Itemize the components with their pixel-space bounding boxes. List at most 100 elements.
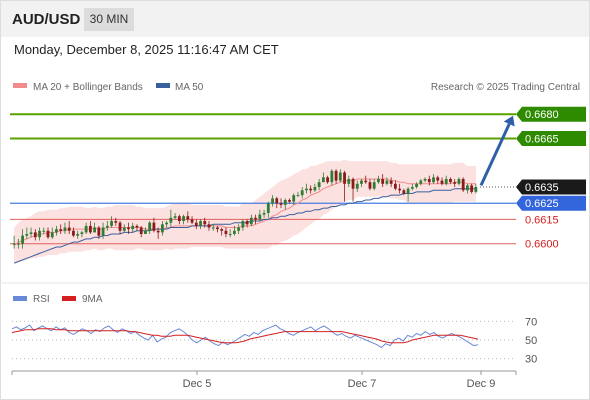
- candle-body: [262, 212, 266, 215]
- candle-body: [385, 180, 389, 184]
- rsi-tick-label-50: 50: [525, 335, 537, 347]
- candle-body: [389, 180, 393, 184]
- candle-body: [275, 198, 279, 204]
- candle-body: [449, 178, 452, 183]
- candle-body: [233, 230, 236, 234]
- projection-arrowhead: [503, 115, 515, 127]
- candle-body: [177, 216, 181, 222]
- candle-body: [266, 203, 270, 213]
- level-tag-0.6625: [516, 195, 586, 211]
- rsi-ma-legend-label: 9MA: [82, 294, 103, 305]
- candle-body: [372, 182, 376, 189]
- candle-body: [241, 221, 245, 228]
- candle-body: [59, 229, 63, 231]
- candle-body: [203, 221, 207, 225]
- interval-badge[interactable]: 30 MIN: [84, 8, 134, 31]
- candle-body: [84, 225, 88, 233]
- candle-body: [29, 232, 33, 234]
- ma50-line: [13, 188, 476, 264]
- candle-body: [101, 227, 105, 236]
- candle-body: [72, 230, 75, 236]
- candle-body: [25, 234, 29, 236]
- candle-body: [135, 225, 139, 228]
- rsi-panel: 70 50 30: [11, 316, 537, 366]
- candle-body: [127, 227, 130, 230]
- candle-body: [110, 221, 113, 226]
- candle-body: [288, 200, 291, 202]
- level-label-0.6635: 0.6635: [525, 182, 559, 194]
- candle-body: [279, 203, 283, 205]
- candle-body: [97, 227, 101, 236]
- instrument-title: AUD/USD: [12, 11, 81, 28]
- ma20-legend-label: MA 20 + Bollinger Bands: [33, 82, 143, 93]
- candle-body: [271, 198, 274, 204]
- candle-body: [63, 227, 67, 231]
- candle-body: [461, 178, 465, 191]
- level-tag-0.6680: [516, 106, 586, 122]
- candle-body: [347, 178, 351, 184]
- header-bar: AUD/USD 30 MIN: [1, 1, 589, 37]
- candle-body: [457, 178, 461, 184]
- candle-body: [474, 187, 478, 192]
- x-tick-label: Dec 7: [348, 378, 377, 390]
- candle-body: [55, 229, 58, 233]
- candle-body: [300, 190, 304, 196]
- x-tick-label: Dec 9: [467, 378, 496, 390]
- candle-body: [173, 216, 177, 218]
- candle-body: [410, 187, 414, 189]
- candle-body: [440, 180, 444, 184]
- x-tick-label: Dec 5: [183, 378, 212, 390]
- candle-body: [402, 190, 406, 194]
- candle-body: [88, 225, 92, 233]
- candle-body: [169, 217, 173, 223]
- candle-body: [148, 222, 152, 231]
- candle-body: [220, 229, 224, 231]
- ma50-legend-label: MA 50: [175, 82, 204, 93]
- candle-body: [393, 183, 397, 189]
- candle-body: [309, 188, 313, 191]
- candle-body: [76, 234, 80, 236]
- candle-body: [377, 178, 380, 183]
- candle-body: [156, 230, 160, 233]
- candle-body: [211, 227, 215, 229]
- candle-body: [436, 177, 440, 181]
- candle-body: [292, 195, 296, 202]
- ma20-legend-swatch: [13, 83, 27, 88]
- candle-body: [228, 234, 232, 235]
- candle-body: [364, 180, 368, 183]
- candle-body: [165, 222, 169, 225]
- candle-body: [190, 219, 194, 223]
- candle-body: [216, 227, 219, 230]
- candle-body: [330, 170, 334, 183]
- candle-body: [419, 180, 423, 184]
- rsi-tick-label-70: 70: [525, 316, 537, 328]
- bollinger-band: [14, 159, 476, 264]
- rsi-legend-swatch: [13, 296, 27, 301]
- level-label-0.6625: 0.6625: [525, 198, 559, 210]
- candle-body: [122, 227, 126, 231]
- rsi-legend-label: RSI: [33, 294, 50, 305]
- candle-body: [296, 195, 300, 197]
- candle-body: [93, 227, 97, 233]
- candle-body: [258, 214, 262, 220]
- candle-body: [38, 230, 41, 238]
- candle-body: [305, 188, 308, 191]
- candle-body: [360, 180, 363, 184]
- candle-body: [355, 183, 359, 189]
- candle-body: [432, 177, 435, 183]
- candle-body: [237, 227, 241, 231]
- candle-body: [21, 235, 24, 244]
- candle-body: [152, 222, 156, 231]
- candle-body: [46, 230, 50, 238]
- candle-body: [343, 172, 346, 184]
- candle-body: [245, 221, 249, 225]
- rsi-line: [11, 324, 479, 349]
- candle-body: [186, 216, 190, 220]
- candle-body: [321, 177, 325, 183]
- candle-body: [118, 222, 122, 231]
- level-tag-0.6635: [516, 179, 586, 195]
- copyright-text: Research © 2025 Trading Central: [431, 82, 580, 93]
- candle-body: [199, 221, 202, 226]
